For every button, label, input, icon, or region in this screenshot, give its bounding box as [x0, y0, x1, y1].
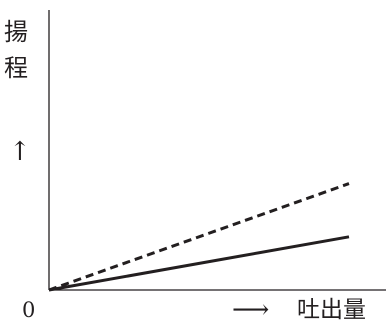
series-line-2-solid — [48, 235, 350, 292]
y-axis-label-char-2: 程 — [4, 54, 28, 82]
x-axis-label: 吐出量 — [297, 297, 366, 323]
series-line-1-dashed — [48, 182, 350, 292]
y-axis-label-char-1: 揚 — [4, 18, 28, 46]
x-axis-arrow: ⟶ — [232, 295, 269, 325]
y-axis-arrow: ↑ — [9, 137, 31, 167]
origin-label: 0 — [22, 298, 35, 322]
series-layer — [48, 182, 350, 292]
